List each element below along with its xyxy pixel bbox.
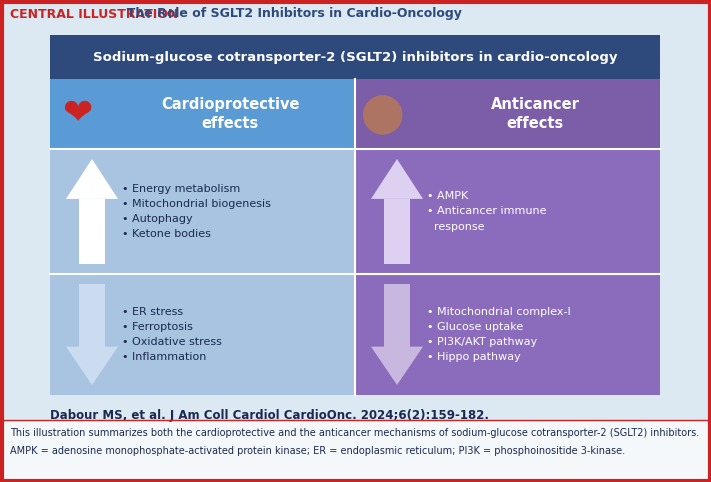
Text: CENTRAL ILLUSTRATION: CENTRAL ILLUSTRATION	[10, 8, 178, 21]
FancyBboxPatch shape	[79, 284, 105, 347]
Polygon shape	[66, 159, 118, 199]
FancyBboxPatch shape	[355, 79, 660, 149]
FancyBboxPatch shape	[3, 420, 708, 479]
Text: • Mitochondrial complex-I
• Glucose uptake
• PI3K/AKT pathway
• Hippo pathway: • Mitochondrial complex-I • Glucose upta…	[427, 307, 571, 362]
FancyBboxPatch shape	[355, 274, 660, 395]
Text: This illustration summarizes both the cardioprotective and the anticancer mechan: This illustration summarizes both the ca…	[10, 428, 699, 438]
Text: • Energy metabolism
• Mitochondrial biogenesis
• Autophagy
• Ketone bodies: • Energy metabolism • Mitochondrial biog…	[122, 184, 271, 239]
Text: • AMPK
• Anticancer immune
  response: • AMPK • Anticancer immune response	[427, 191, 547, 232]
FancyBboxPatch shape	[50, 79, 355, 149]
Text: Sodium-glucose cotransporter-2 (SGLT2) inhibitors in cardio-oncology: Sodium-glucose cotransporter-2 (SGLT2) i…	[92, 51, 617, 64]
Text: ❤: ❤	[63, 97, 92, 131]
Text: The Role of SGLT2 Inhibitors in Cardio-Oncology: The Role of SGLT2 Inhibitors in Cardio-O…	[118, 8, 462, 21]
FancyBboxPatch shape	[79, 199, 105, 264]
Polygon shape	[66, 347, 118, 385]
FancyBboxPatch shape	[384, 284, 410, 347]
FancyBboxPatch shape	[50, 274, 355, 395]
FancyBboxPatch shape	[50, 35, 660, 79]
Text: ⬤: ⬤	[360, 94, 405, 134]
Polygon shape	[371, 347, 423, 385]
Text: Anticancer
effects: Anticancer effects	[491, 97, 579, 131]
FancyBboxPatch shape	[355, 149, 660, 274]
FancyBboxPatch shape	[50, 149, 355, 274]
FancyBboxPatch shape	[384, 199, 410, 264]
Text: AMPK = adenosine monophosphate-activated protein kinase; ER = endoplasmic reticu: AMPK = adenosine monophosphate-activated…	[10, 446, 625, 456]
Text: Cardioprotective
effects: Cardioprotective effects	[161, 97, 299, 131]
FancyBboxPatch shape	[0, 0, 711, 28]
Polygon shape	[371, 159, 423, 199]
Text: Dabour MS, et al. J Am Coll Cardiol CardioOnc. 2024;6(2):159-182.: Dabour MS, et al. J Am Coll Cardiol Card…	[50, 409, 489, 422]
Text: • ER stress
• Ferroptosis
• Oxidative stress
• Inflammation: • ER stress • Ferroptosis • Oxidative st…	[122, 307, 222, 362]
